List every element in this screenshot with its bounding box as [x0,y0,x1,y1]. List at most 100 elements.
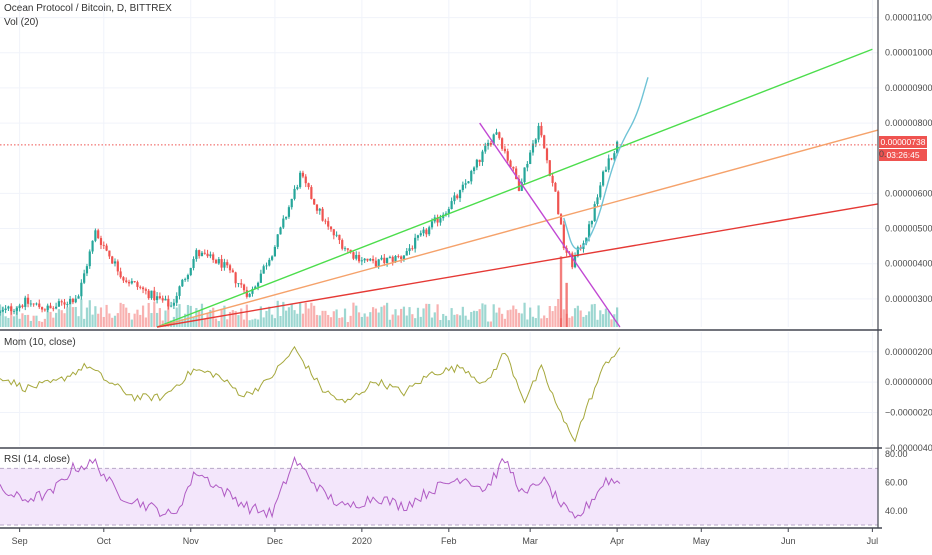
candle-body [35,303,38,305]
candle-body [1,309,4,312]
candle-body [116,261,119,272]
candle-body [554,182,557,192]
candle-body [12,310,16,312]
candle-body [43,309,46,311]
volume-bar [116,313,119,327]
candle-body [150,290,153,299]
candle-body [285,216,288,219]
volume-bar [57,309,61,327]
volume-bar [425,303,428,327]
volume-bar [548,305,551,327]
candle-body [301,172,305,177]
volume-bar [512,305,515,327]
candle-body [186,275,190,280]
candle-body [198,250,201,257]
volume-bar [540,318,543,327]
volume-bar [467,319,470,327]
trendline [156,203,879,328]
candle-body [234,272,237,284]
momentum-tick-label: 0.00000200 [885,347,932,357]
volume-bar [186,304,190,327]
candle-body [408,248,411,252]
candle-body [386,257,389,264]
volume-bar [472,310,476,327]
date-tick-label: 2020 [352,536,372,546]
volume-bar [576,305,579,327]
candle-body [226,262,229,266]
momentum-indicator-label[interactable]: Mom (10, close) [4,337,76,348]
volume-bar [4,316,7,327]
volume-bar [85,307,89,327]
candle-body [329,226,333,230]
candle-body [324,220,327,222]
volume-bar [414,318,417,327]
candle-body [470,171,473,182]
volume-bar [49,311,52,327]
candle-body [562,224,565,249]
volume-bar [29,320,32,327]
candle-body [170,305,173,307]
candle-body [4,308,7,310]
candle-body [531,143,535,153]
date-tick-label: Dec [267,536,284,546]
volume-bar [318,315,321,327]
volume-bar [35,315,38,327]
volume-bar [520,313,523,327]
candle-body [18,305,21,309]
volume-bar [554,306,557,327]
volume-bar [433,312,436,327]
candle-body [327,221,330,227]
candle-body [310,187,313,199]
volume-indicator-label[interactable]: Vol (20) [4,17,39,28]
volume-bar [461,306,464,327]
volume-spike-bar [565,282,568,327]
candle-body [153,290,156,301]
volume-bar [470,311,473,327]
candle-body [69,298,72,305]
candle-body [161,298,164,301]
volume-bar [276,300,279,327]
date-tick-label: May [693,536,711,546]
volume-bar [268,306,271,327]
candle-body [405,251,408,256]
volume-bar [478,309,481,327]
volume-bar [119,302,122,327]
candlestick-series [0,122,619,316]
candle-body [391,256,394,262]
candle-body [164,298,167,301]
volume-bar [256,319,260,327]
volume-bar [94,306,97,327]
candle-body [318,208,321,211]
candle-body [77,296,80,299]
candle-body [512,167,515,169]
volume-bar [501,313,504,327]
volume-bar [388,319,392,327]
volume-bar [144,317,147,327]
symbol-title[interactable]: Ocean Protocol / Bitcoin, D, BITTREX [4,3,172,14]
volume-bar [293,310,296,327]
volume-bar [503,318,507,327]
candle-body [526,163,529,168]
date-tick-label: Jul [867,536,879,546]
candle-body [394,256,397,262]
volume-bar [161,320,164,327]
volume-bar [610,319,613,327]
candle-body [315,204,319,211]
volume-bar [136,309,139,327]
volume-bar [55,312,58,327]
candle-body [223,262,226,268]
price-tick-label: 0.00001100 [885,13,932,23]
volume-bar [184,313,187,327]
candle-body [71,298,75,303]
volume-bar [475,311,478,327]
rsi-indicator-label[interactable]: RSI (14, close) [4,454,71,465]
volume-bar [130,319,133,327]
candle-body [503,148,507,152]
candle-body [495,132,498,135]
candle-body [287,207,291,217]
volume-bar [63,313,66,327]
volume-bar [357,312,361,327]
